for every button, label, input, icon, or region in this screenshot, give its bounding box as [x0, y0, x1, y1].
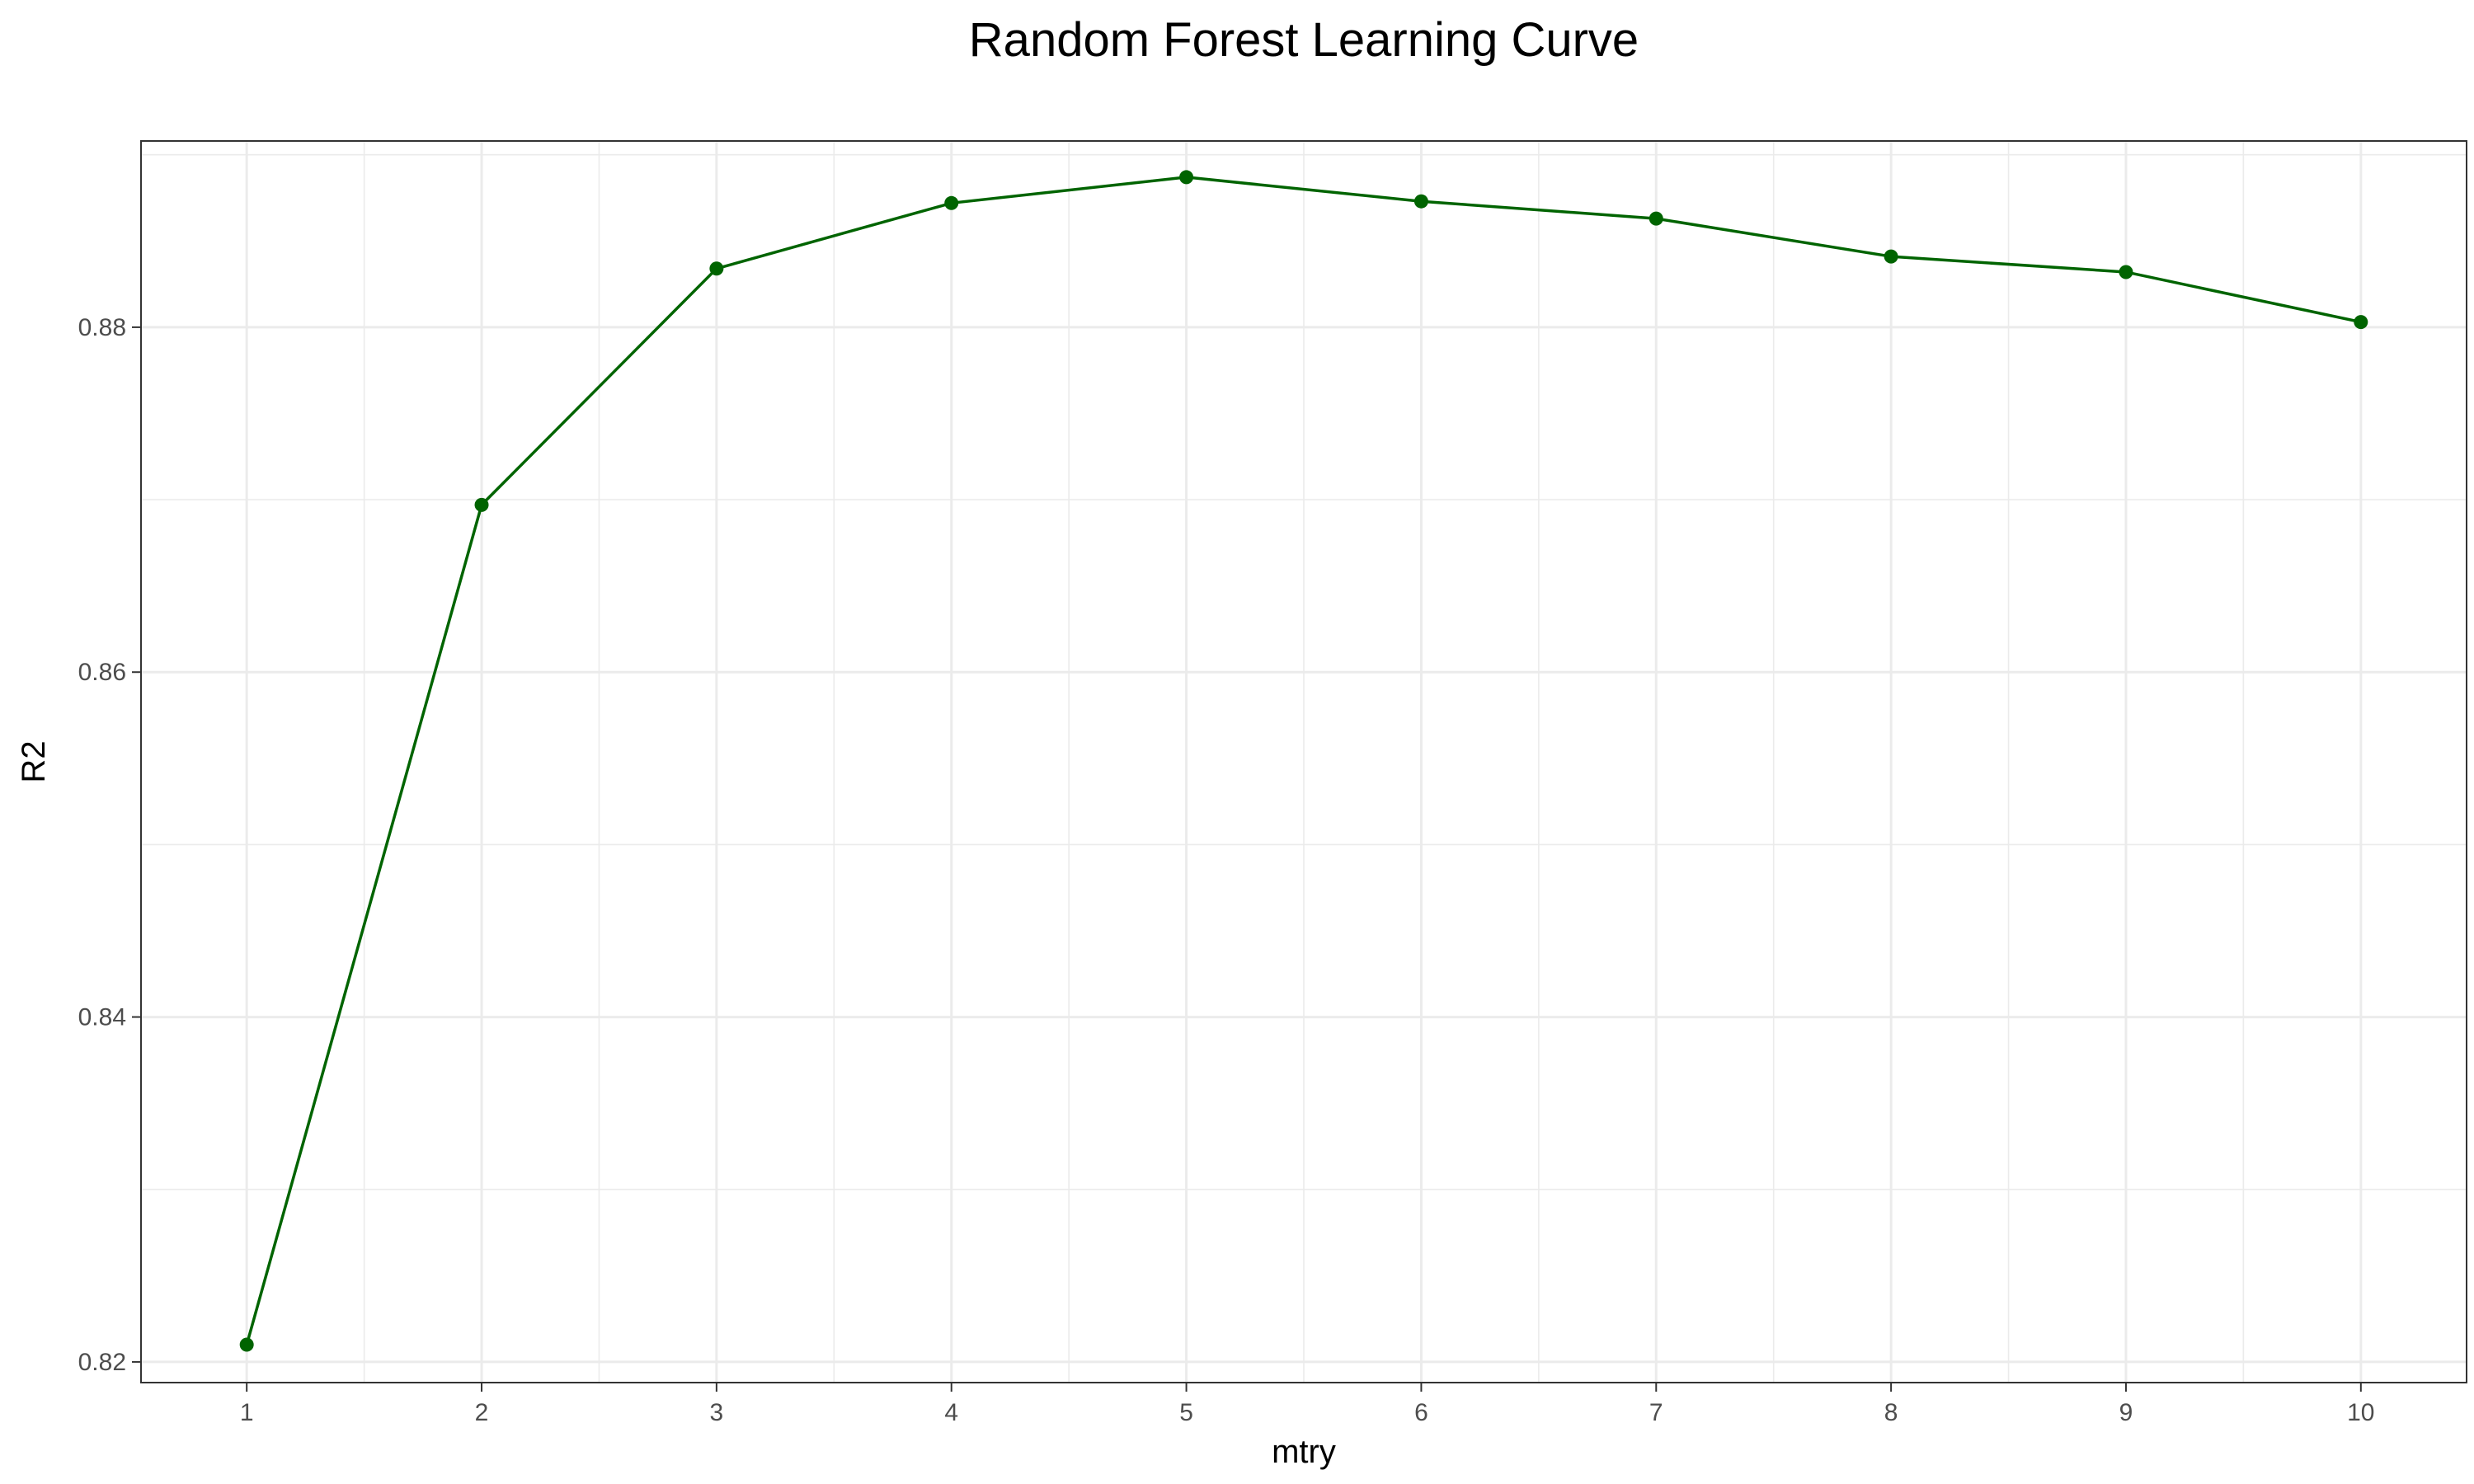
y-axis-title: R2 — [16, 740, 52, 782]
x-tick-label: 9 — [2119, 1399, 2133, 1426]
data-point — [2119, 265, 2133, 279]
series-layer — [239, 170, 2368, 1352]
y-tick-label: 0.86 — [78, 659, 126, 686]
x-tick-label: 10 — [2347, 1399, 2374, 1426]
y-tick-label: 0.88 — [78, 314, 126, 341]
data-point — [1179, 170, 1194, 185]
chart-title: Random Forest Learning Curve — [969, 13, 1639, 67]
x-tick-label: 7 — [1649, 1399, 1663, 1426]
data-point — [474, 497, 489, 512]
grid — [141, 141, 2467, 1383]
x-axis: 1 2 3 4 5 6 7 8 9 10 — [240, 1383, 2375, 1426]
data-point — [2354, 315, 2368, 330]
x-tick-label: 2 — [475, 1399, 489, 1426]
y-tick-label: 0.82 — [78, 1349, 126, 1376]
x-tick-label: 5 — [1179, 1399, 1193, 1426]
x-tick-label: 4 — [944, 1399, 958, 1426]
x-tick-label: 1 — [240, 1399, 254, 1426]
x-tick-label: 3 — [710, 1399, 724, 1426]
data-point — [709, 261, 724, 276]
plot-panel-border — [140, 140, 2467, 1383]
data-point — [1413, 194, 1428, 209]
y-tick-label: 0.84 — [78, 1004, 126, 1031]
x-tick-label: 6 — [1414, 1399, 1428, 1426]
data-point — [239, 1337, 254, 1352]
data-point — [1884, 249, 1898, 264]
x-axis-title: mtry — [1272, 1434, 1336, 1470]
series-line — [245, 176, 2362, 1345]
y-axis: 0.82 0.84 0.86 0.88 — [78, 314, 141, 1376]
data-point — [1649, 211, 1663, 226]
data-point — [944, 195, 959, 210]
x-tick-label: 8 — [1884, 1399, 1898, 1426]
